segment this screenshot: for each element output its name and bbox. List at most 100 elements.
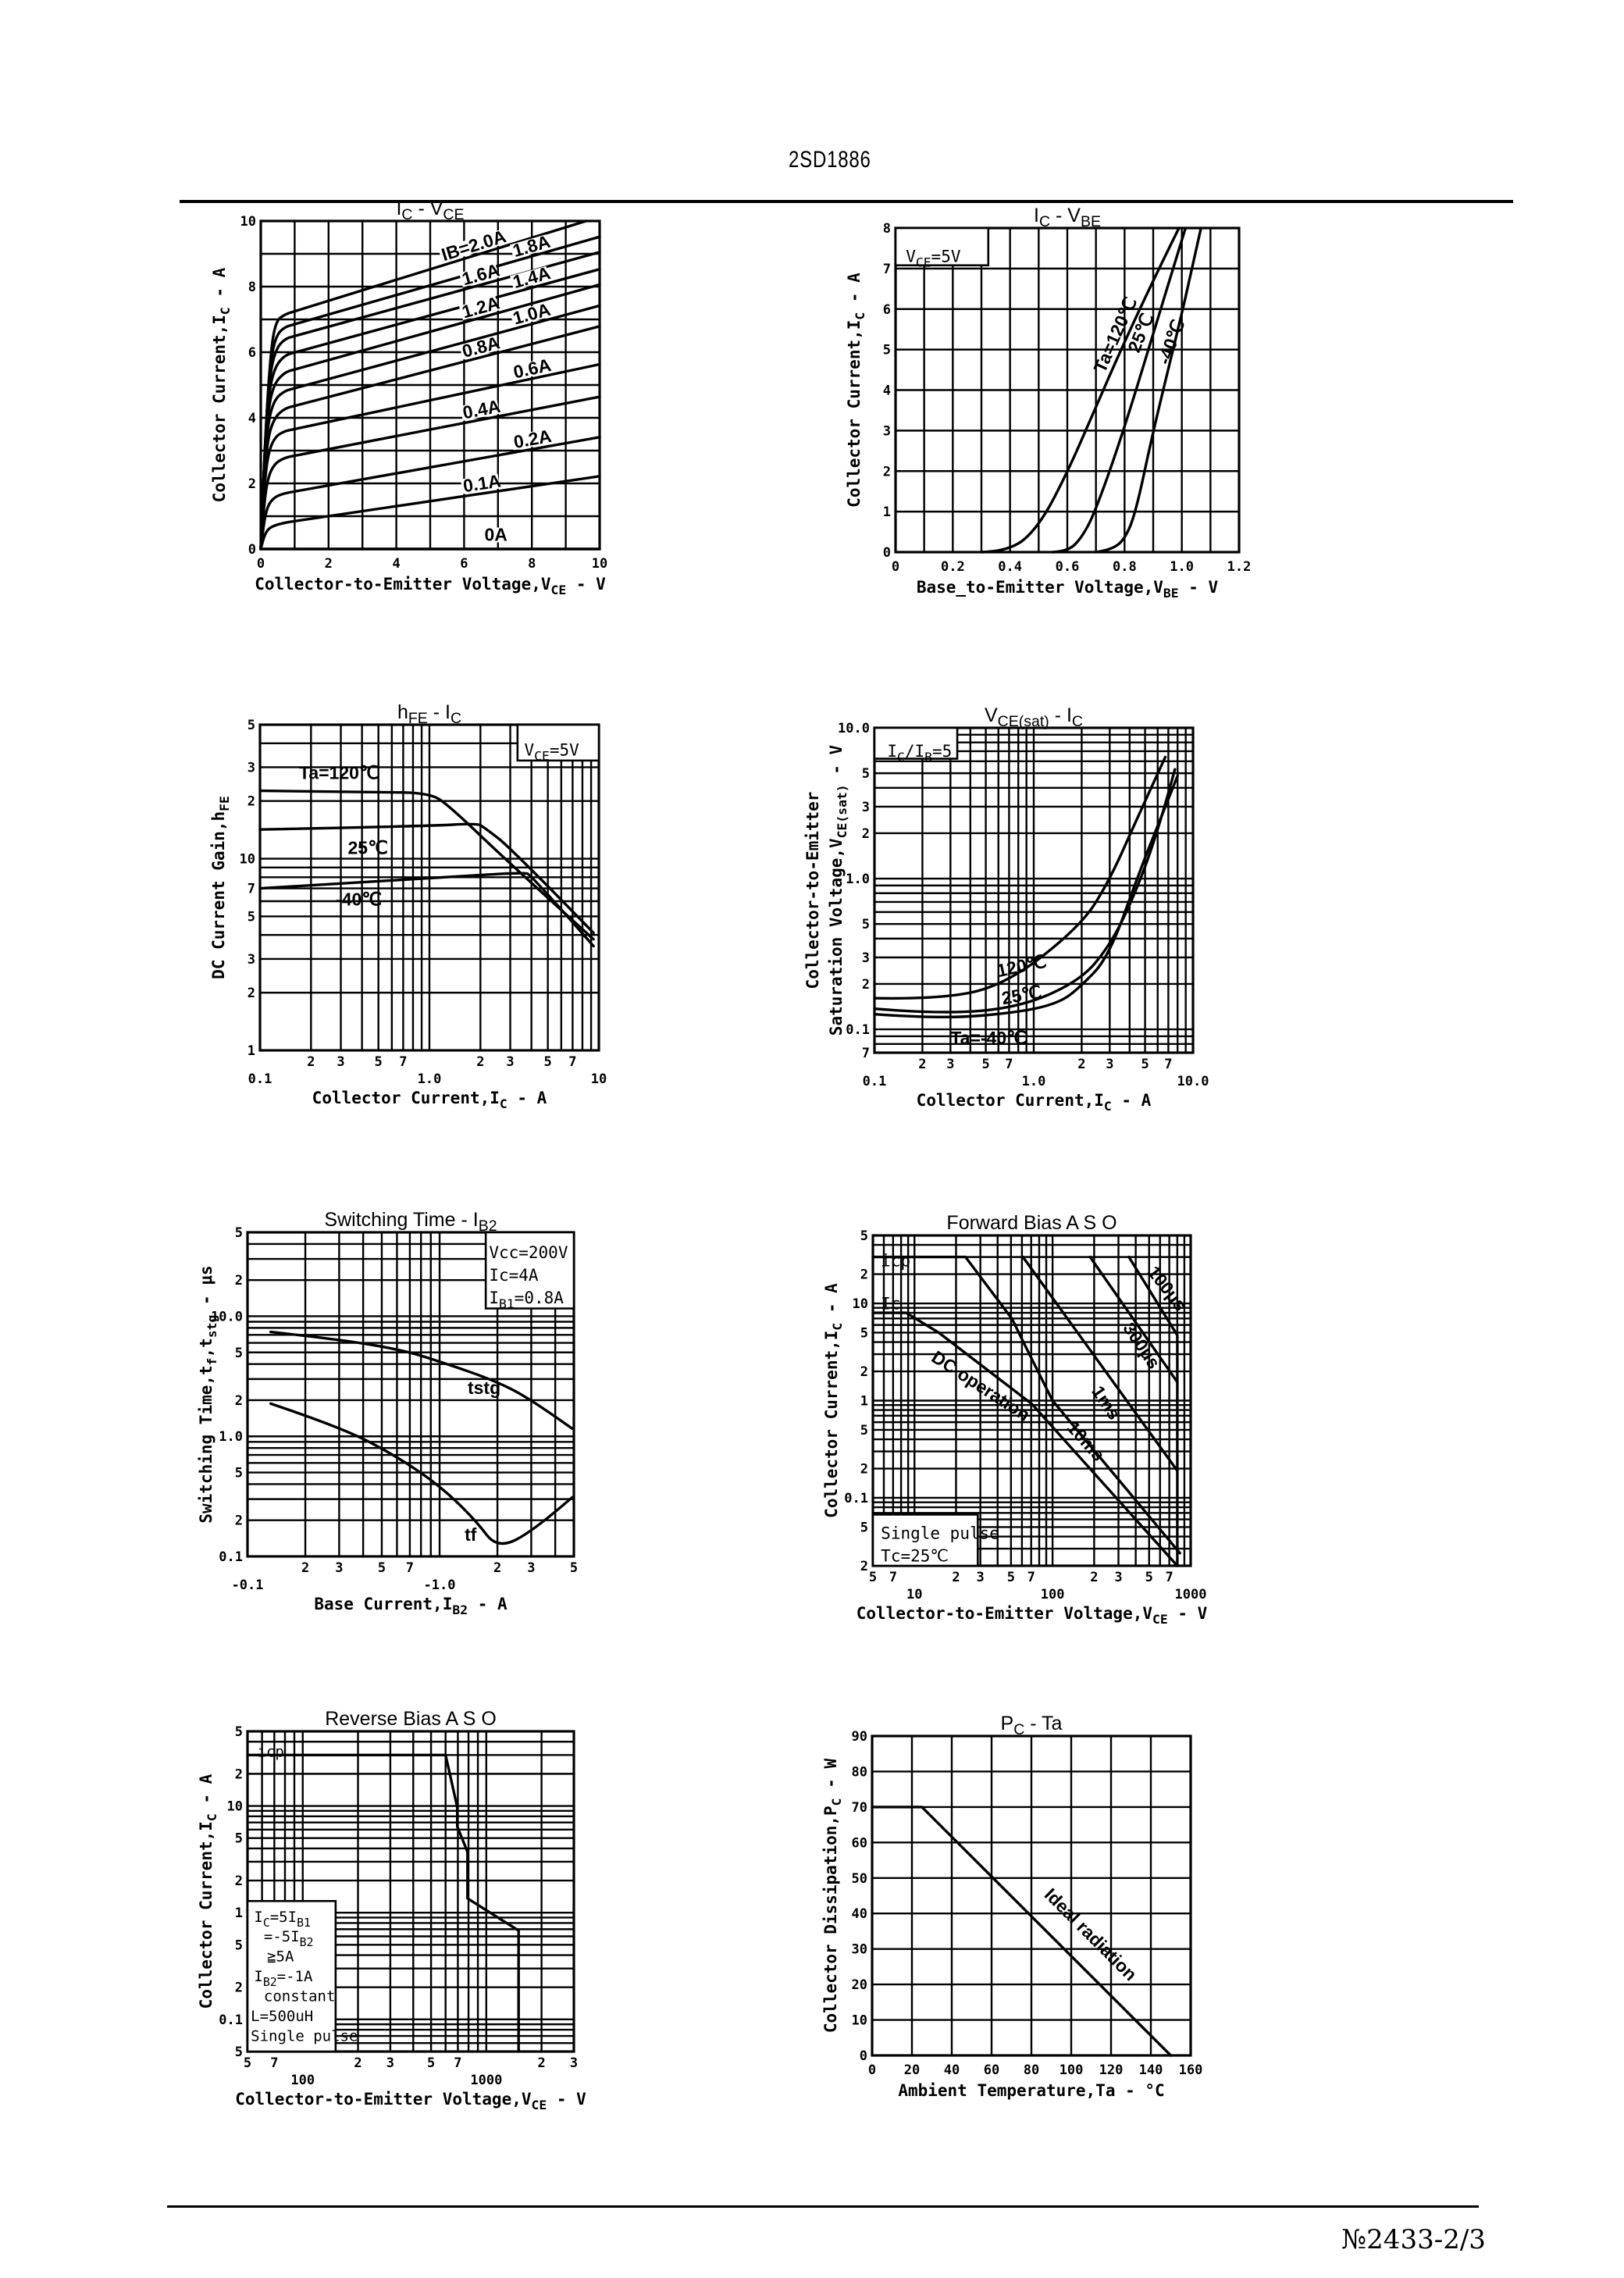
condition-annotation-subscript: B [924, 750, 932, 765]
y-tick-label: 10 [240, 852, 255, 868]
y-axis-label: Saturation Voltage,VCE(sat) - V [827, 744, 849, 1036]
y-tick-label: 2 [862, 977, 870, 993]
x-tick-label: 1.2 [1227, 559, 1252, 575]
x-axis-label: Ambient Temperature,Ta - °C [898, 2081, 1164, 2100]
y-tick-label: 2 [248, 794, 255, 810]
y-tick-label: 70 [852, 1800, 867, 1816]
y-tick-label: 40 [852, 1906, 867, 1922]
x-axis-label-text: - V [547, 2090, 586, 2109]
x-tick-label: 1000 [470, 2073, 502, 2088]
y-axis-label-subscript: C [853, 312, 867, 320]
chart-title-text: - Ta [1024, 1713, 1062, 1734]
y-tick-label: 50 [852, 1871, 867, 1887]
chart-title: Reverse Bias A S O [325, 1708, 497, 1730]
x-tick-label: 40 [944, 2062, 960, 2078]
y-tick-label: 2 [235, 1273, 243, 1289]
x-tick-label: 5 [1145, 1570, 1153, 1585]
y-tick-label: 6 [883, 302, 891, 318]
x-axis-label-subscript: BE [1163, 586, 1179, 601]
series-label: Ta=-40℃ [950, 1028, 1027, 1048]
y-axis-label: Collector-to-Emitter [803, 792, 822, 989]
x-axis-label-text: Collector-to-Emitter Voltage,V [857, 1604, 1153, 1623]
x-axis-label-subscript: CE [1152, 1612, 1168, 1627]
series-label: 1.8A [511, 231, 553, 261]
plot-frame [894, 226, 1241, 554]
condition-annotation-text: Vcc=200V [489, 1243, 568, 1262]
condition-annotation-text: Ic [881, 1295, 900, 1314]
x-tick-label: 10 [592, 556, 607, 572]
series-label-mask [510, 302, 550, 327]
condition-annotation-text: /I [905, 742, 924, 761]
chart-title-text: - I [428, 701, 451, 723]
condition-annotation: Single pulse [881, 1524, 999, 1543]
x-tick-label: 5 [869, 1570, 877, 1585]
x-tick-label: 140 [1139, 2062, 1163, 2078]
x-axis-label: Collector Current,IC - A [312, 1089, 547, 1111]
y-tick-label: 1.0 [219, 1429, 243, 1445]
x-tick-label: 160 [1179, 2062, 1203, 2078]
x-tick-label: 7 [454, 2055, 461, 2071]
x-tick-label: 5 [981, 1057, 989, 1072]
y-tick-label: 5 [235, 1724, 243, 1740]
x-axis-label-text: Collector Current,I [917, 1091, 1104, 1110]
y-tick-label: 2 [860, 1364, 868, 1380]
condition-annotation: Single pulse [251, 2027, 358, 2044]
y-tick-label: 7 [248, 882, 255, 897]
condition-annotation-text: V [906, 247, 916, 266]
y-tick-label: 0 [883, 545, 891, 561]
x-tick-label: 3 [506, 1054, 514, 1070]
series-label-mask [509, 234, 550, 259]
x-tick-label: 7 [270, 2055, 278, 2071]
condition-box [484, 1231, 575, 1310]
condition-annotation-text: V [525, 740, 535, 759]
y-tick-label: 30 [852, 1942, 867, 1958]
y-tick-label: 2 [248, 986, 255, 1001]
y-axis-label-text: - A [210, 267, 229, 307]
y-axis-label-text: Saturation Voltage,V [827, 838, 846, 1036]
y-tick-label: 0.1 [846, 1022, 870, 1038]
chart-title: Switching Time - IB2 [324, 1209, 497, 1235]
chart-title-text: P [1001, 1713, 1014, 1734]
y-tick-label: 0.1 [844, 1491, 868, 1506]
x-tick-label: 3 [1106, 1057, 1113, 1072]
series-label: 25℃ [348, 837, 388, 857]
y-axis-label-text: Collector Current,I [210, 315, 229, 502]
y-tick-label: 1.0 [846, 872, 870, 887]
chart-title-text: h [397, 701, 408, 723]
x-axis-label-text: - A [508, 1089, 547, 1107]
x-tick-label: 1000 [1175, 1587, 1207, 1602]
condition-annotation-subscript: B1 [499, 1296, 515, 1311]
y-tick-label: 5 [248, 718, 255, 733]
x-tick-label: 5 [1141, 1057, 1149, 1072]
x-tick-label: 10.0 [1177, 1074, 1209, 1089]
y-tick-label: 7 [862, 1046, 870, 1061]
x-tick-label: 5 [427, 2055, 435, 2071]
plot-frame [246, 1231, 575, 1558]
x-tick-label: 0.6 [1056, 559, 1080, 575]
series-curve-1 [873, 768, 1177, 1014]
series-label-mask [483, 527, 504, 543]
y-axis-label-text: - W [821, 1759, 840, 1799]
y-tick-label: 2 [235, 1873, 243, 1889]
y-axis-label-text: - A [822, 1283, 841, 1323]
series-label: 0A [484, 525, 507, 545]
x-axis-label: Collector-to-Emitter Voltage,VCE - V [235, 2090, 586, 2112]
y-tick-label: 5 [235, 1346, 243, 1361]
x-tick-label: 7 [1027, 1570, 1035, 1585]
series-curve-10 [259, 475, 601, 551]
x-tick-label: 2 [952, 1570, 960, 1585]
y-tick-label: 2 [862, 826, 870, 842]
y-tick-label: 10 [853, 1296, 868, 1312]
series-curve-0 [246, 1753, 520, 2053]
x-tick-label: 4 [392, 556, 400, 572]
y-tick-label: 2 [248, 476, 256, 492]
y-tick-label: 5 [860, 1520, 868, 1535]
series-label: 1.2A [460, 292, 502, 322]
condition-box [871, 1513, 979, 1567]
condition-annotation-text: =5 [932, 742, 952, 761]
y-tick-label: 3 [862, 950, 870, 966]
x-tick-label: 100 [290, 2073, 315, 2088]
y-tick-label: 5 [860, 1325, 868, 1341]
x-axis-label-text: Ambient Temperature,Ta - °C [898, 2081, 1164, 2100]
series-curve-0 [269, 1330, 574, 1430]
